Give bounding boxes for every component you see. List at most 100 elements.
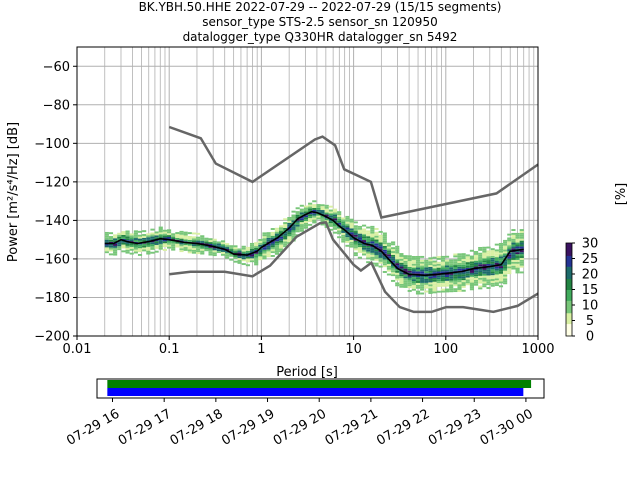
heatmap-cell — [440, 255, 445, 258]
heatmap-cell — [332, 208, 338, 211]
heatmap-cell — [478, 285, 483, 288]
heatmap-cell — [129, 237, 134, 240]
heatmap-cell — [328, 228, 333, 231]
heatmap-cell — [241, 259, 246, 262]
heatmap-cell — [266, 237, 271, 240]
heatmap-cell — [270, 237, 275, 240]
heatmap-cell — [511, 257, 516, 260]
heatmap-cell — [403, 260, 408, 263]
heatmap-cell — [486, 246, 491, 249]
colorbar-segment — [566, 252, 572, 255]
heatmap-cell — [312, 215, 317, 218]
heatmap-cell — [308, 216, 313, 219]
colorbar-segment — [566, 322, 572, 325]
colorbar — [565, 242, 573, 337]
heatmap-cell — [378, 254, 383, 256]
heatmap-cell — [457, 274, 462, 277]
heatmap-cell — [457, 278, 462, 281]
heatmap-cell — [494, 280, 499, 283]
heatmap-cell — [453, 253, 458, 256]
heatmap-cell — [104, 233, 109, 236]
heatmap-cell — [366, 241, 371, 244]
heatmap-cell — [104, 237, 109, 240]
colorbar-segment — [566, 260, 572, 263]
heatmap-cell — [303, 222, 309, 225]
heatmap-cell — [407, 257, 412, 260]
heatmap-cell — [179, 246, 184, 249]
heatmap-cell — [328, 213, 333, 216]
heatmap-cell — [498, 262, 504, 265]
heatmap-cell — [436, 275, 441, 278]
heatmap-cell — [299, 227, 304, 230]
heatmap-cell — [474, 268, 479, 271]
heatmap-cell — [129, 235, 134, 238]
heatmap-cell — [444, 288, 450, 291]
heatmap-cell — [428, 286, 433, 289]
title-line-2: sensor_type STS-2.5 sensor_sn 120950 — [202, 15, 438, 29]
heatmap-cell — [432, 268, 437, 271]
heatmap-cell — [175, 241, 180, 244]
heatmap-cell — [490, 248, 495, 251]
heatmap-cell — [457, 286, 462, 289]
heatmap-cell — [303, 215, 309, 218]
heatmap-cell — [386, 267, 392, 270]
colorbar-segment — [566, 281, 572, 284]
heatmap-cell — [507, 239, 512, 242]
heatmap-cell — [469, 269, 475, 271]
heatmap-cell — [498, 277, 504, 280]
heatmap-cell — [150, 234, 155, 237]
heatmap-cell — [249, 244, 255, 247]
colorbar-segment — [566, 309, 572, 312]
heatmap-cell — [191, 240, 197, 243]
heatmap-cell — [503, 255, 508, 258]
heatmap-cell — [349, 232, 354, 235]
heatmap-cell — [324, 212, 329, 215]
heatmap-cell — [353, 234, 358, 237]
heatmap-cell — [179, 244, 184, 247]
heatmap-cell — [457, 280, 462, 283]
heatmap-cell — [166, 233, 172, 236]
heatmap-cell — [191, 236, 197, 239]
heatmap-cell — [478, 279, 483, 282]
heatmap-cell — [519, 242, 524, 245]
heatmap-cell — [121, 242, 126, 245]
heatmap-cell — [158, 247, 163, 250]
y-tick-label: −100 — [34, 137, 70, 152]
heatmap-cell — [266, 253, 271, 256]
heatmap-cell — [366, 230, 371, 233]
heatmap-cell — [420, 261, 425, 264]
heatmap-cell — [287, 238, 292, 241]
colorbar-segment — [566, 298, 572, 301]
heatmap-cell — [420, 282, 425, 285]
heatmap-cell — [420, 280, 425, 283]
heatmap-cell — [200, 250, 205, 253]
heatmap-cell — [349, 237, 354, 240]
heatmap-cell — [444, 255, 450, 258]
heatmap-cell — [150, 244, 155, 246]
heatmap-cell — [125, 232, 130, 235]
heatmap-cell — [212, 252, 217, 255]
heatmap-cell — [386, 254, 392, 257]
heatmap-cell — [382, 238, 387, 241]
heatmap-cell — [361, 245, 367, 248]
colorbar-segment — [566, 253, 572, 256]
heatmap-cell — [366, 251, 371, 254]
heatmap-cell — [469, 274, 475, 277]
heatmap-cell — [503, 268, 508, 271]
heatmap-cell — [125, 249, 130, 252]
heatmap-cell — [341, 234, 346, 237]
heatmap-cell — [204, 247, 209, 250]
heatmap-cell — [415, 267, 421, 270]
heatmap-cell — [515, 242, 520, 245]
heatmap-cell — [104, 251, 109, 254]
heatmap-cell — [241, 249, 246, 252]
colorbar-segment — [566, 287, 572, 290]
heatmap-cell — [374, 256, 379, 259]
heatmap-cell — [133, 236, 138, 239]
heatmap-cell — [490, 255, 495, 258]
heatmap-cell — [503, 270, 508, 273]
heatmap-cell — [287, 230, 292, 233]
heatmap-cell — [241, 251, 246, 254]
heatmap-cell — [386, 263, 392, 266]
heatmap-cell — [391, 241, 396, 244]
